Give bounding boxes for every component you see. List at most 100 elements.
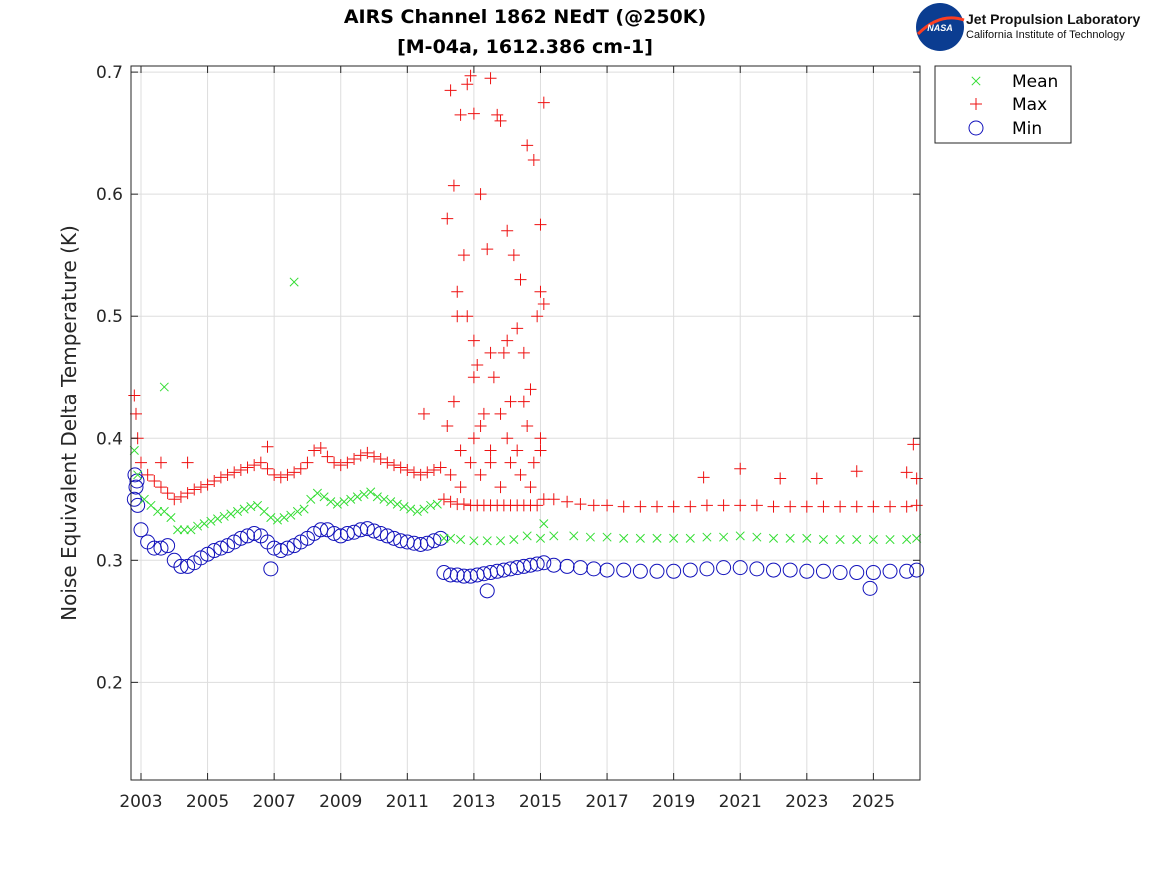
data-point-max [414,468,427,481]
data-point-max [717,499,730,512]
data-point-max [750,499,763,512]
data-point-mean [509,535,519,545]
data-point-max [531,310,544,323]
nasa-emblem-text: NASA [927,23,953,33]
data-point-min [133,522,149,538]
data-point-mean [912,533,922,543]
data-point-max [457,249,470,262]
data-point-min [233,530,249,546]
logo-org-name: Jet Propulsion Laboratory [966,11,1140,27]
data-point-max [221,468,234,481]
data-point-mean [219,511,229,521]
x-tick-label: 2009 [319,792,362,812]
data-point-max [667,500,680,513]
data-point-mean [206,516,216,526]
data-point-max [168,493,181,506]
data-point-mean [902,535,912,545]
data-point-max [697,471,710,484]
data-point-mean [868,535,878,545]
data-point-max [484,456,497,469]
data-point-mean [539,519,549,529]
x-tick-label: 2019 [652,792,695,812]
data-point-max [427,463,440,476]
data-point-mean [319,492,329,502]
data-point-max [527,153,540,166]
data-point-max [494,407,507,420]
data-point-mean [399,502,409,512]
data-point-max [154,456,167,469]
data-point-max [474,420,487,433]
data-point-max [534,432,547,445]
data-point-max [261,440,274,453]
nasa-meatball-icon [916,3,964,51]
data-point-max [484,346,497,359]
data-point-max [301,456,314,469]
y-tick-label: 0.3 [96,551,123,571]
y-tick-label: 0.7 [96,63,123,83]
data-point-min [865,565,881,581]
data-point-max [314,442,327,455]
data-point-mean [133,470,143,480]
data-point-max [437,493,450,506]
data-point-min [153,540,169,556]
data-point-max [481,243,494,256]
data-point-max [850,500,863,513]
data-point-max [447,179,460,192]
x-tick-label: 2003 [119,792,162,812]
data-point-mean [326,497,336,507]
data-point-mean [885,535,895,545]
data-point-mean [153,506,163,517]
data-point-mean [702,532,712,542]
data-point-min [909,562,925,578]
data-point-min [862,580,878,596]
data-point-max [451,310,464,323]
data-point-max [341,456,354,469]
data-point-mean [446,533,456,543]
data-point-max [354,449,367,462]
data-point-min [699,561,715,577]
data-point-max [474,468,487,481]
data-point-min [406,535,422,551]
data-point-min [682,562,698,578]
data-point-max [474,188,487,201]
x-tick-label: 2015 [519,792,562,812]
data-point-mean [569,531,579,541]
data-point-max [534,444,547,457]
data-point-min [882,563,898,579]
data-point-max [497,346,510,359]
data-point-max [467,334,480,347]
data-point-max [910,499,923,512]
data-point-mean [802,533,812,543]
data-point-max [501,432,514,445]
data-point-max [651,500,663,513]
data-point-max [900,466,913,479]
data-point-mean [372,492,382,502]
data-point-max [850,465,863,478]
data-point-max [834,500,847,513]
data-point-max [241,461,254,474]
data-point-mean [159,382,169,392]
data-point-max [288,466,301,479]
data-marks [126,69,925,599]
data-point-max [454,481,467,494]
data-point-max [268,468,281,481]
data-point-max [517,346,530,359]
y-tick-label: 0.4 [96,429,123,449]
data-point-mean [456,535,466,545]
data-point-min [586,561,602,577]
data-point-mean [412,506,422,517]
data-point-max [451,285,464,298]
data-point-max [767,500,780,513]
data-point-max [274,471,287,484]
data-point-max [467,432,480,445]
data-point-max [494,481,507,494]
data-point-min [666,563,682,579]
y-tick-label: 0.2 [96,673,123,693]
data-point-max [491,108,504,121]
data-point-min [240,528,256,544]
data-point-min [266,540,282,556]
data-point-min [616,562,632,578]
data-point-max [477,407,490,420]
data-point-mean [232,506,243,517]
data-point-min [732,560,748,576]
